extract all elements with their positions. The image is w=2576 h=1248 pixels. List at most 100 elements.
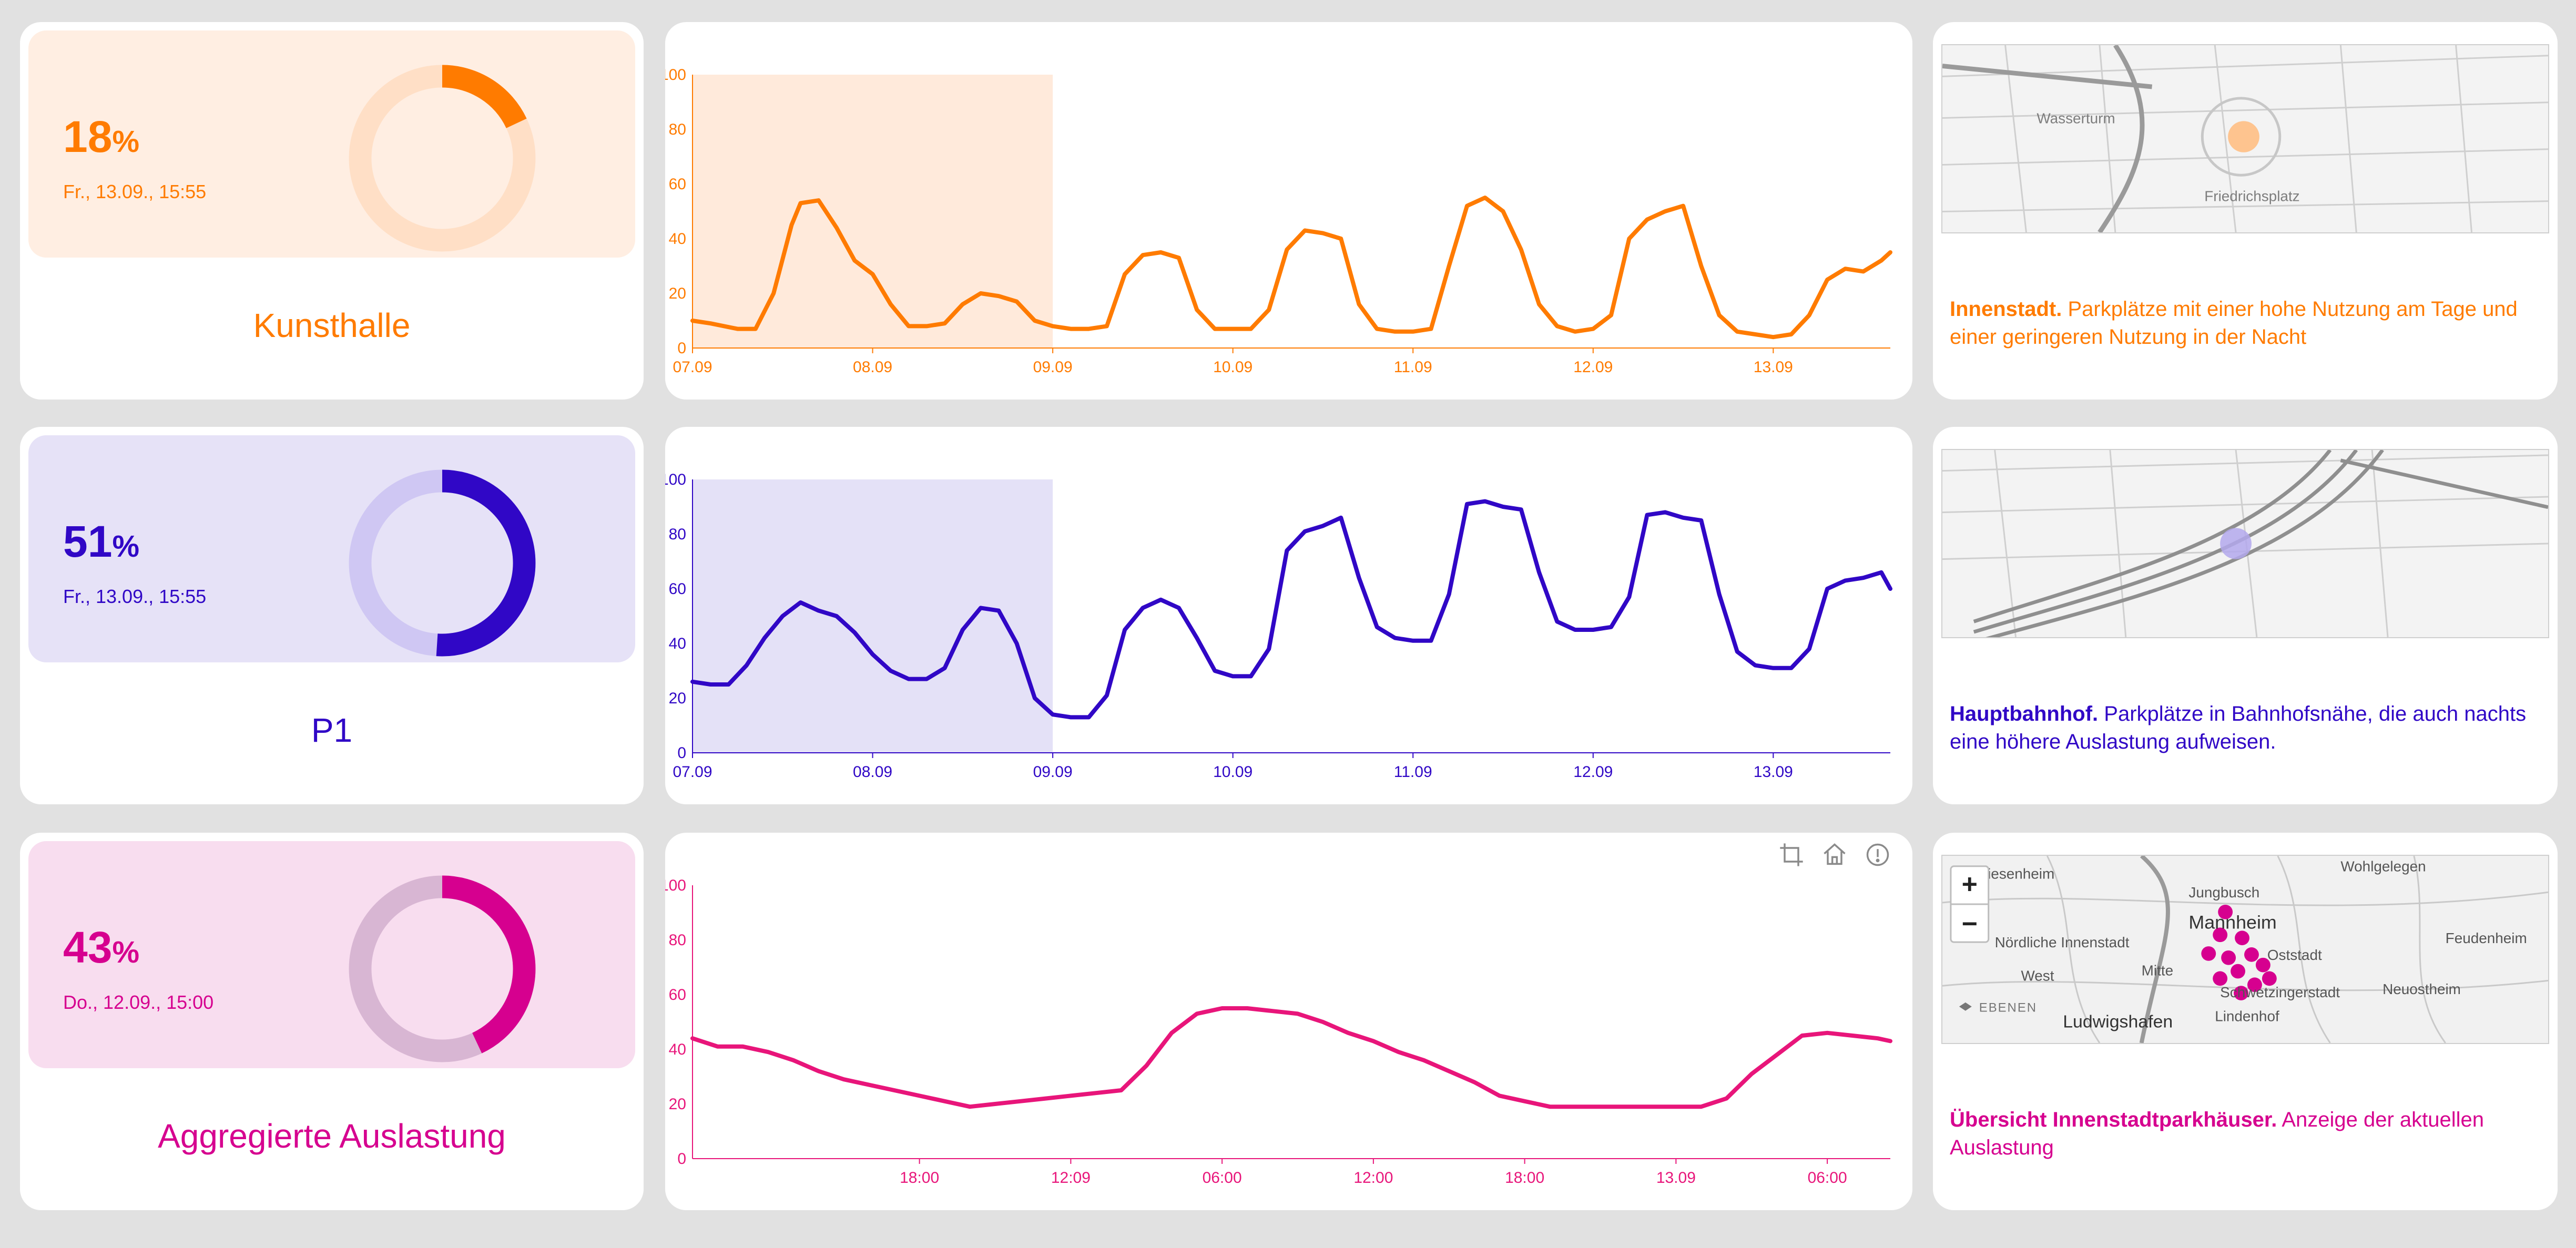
x-tick-label: 18:00 [900,1169,939,1186]
donut-value-arc [349,65,536,252]
y-tick-label: 0 [677,1150,686,1168]
chart-toolbar [1778,841,1891,868]
aggregated-chart-card[interactable]: 0 20 40 60 80 100 18:00 12:09 06:00 12:00 18:00 13.… [665,833,1912,1210]
map-label-west: West [2021,967,2054,984]
map-thumbnail[interactable]: Wasserturm Friedrichsplatz [1941,44,2549,233]
overview-map-canvas[interactable]: Friesenheim Jungbusch Wohlgelegen Mannhe… [1942,856,2548,1043]
x-tick-label: 08.09 [853,763,892,781]
x-tick-label: 18:00 [1505,1169,1544,1186]
series-line [690,499,1892,720]
series-line [690,196,1892,340]
map-description: Hauptbahnhof. Parkplätze in Bahnhofsnähe… [1950,700,2539,756]
crop-icon[interactable] [1778,841,1805,868]
map-label-mannheim: Mannheim [2188,912,2276,933]
map-label-neuostheim: Neuostheim [2382,981,2461,997]
x-tick-label: 12:00 [1353,1169,1393,1186]
timestamp: Fr., 13.09., 15:55 [63,181,207,202]
x-tick-label: 06:00 [1203,1169,1242,1186]
map-thumbnail[interactable] [1941,449,2549,638]
map-label-feudenheim: Feudenheim [2446,930,2527,946]
y-tick-label: 0 [677,340,686,357]
home-icon[interactable] [1821,841,1848,868]
x-tick-label: 08.09 [853,359,892,376]
donut-value-arc [349,469,536,657]
info-icon[interactable] [1864,841,1891,868]
map-label-mitte: Mitte [2142,963,2173,979]
highlight-band [693,479,1053,753]
y-tick-label: 80 [669,932,686,949]
x-tick-label: 07.09 [673,359,712,376]
x-tick-label: 13.09 [1656,1169,1696,1186]
aggregated-line-chart[interactable]: 0 20 40 60 80 100 18:00 12:09 06:00 12:00 18:00 13.… [665,833,1912,1210]
map-label-oststadt: Oststadt [2267,947,2322,963]
card-title: P1 [311,711,353,749]
layers-icon [1959,1002,1972,1011]
y-tick-label: 20 [669,1096,686,1113]
map-card-hauptbahnhof[interactable]: Hauptbahnhof. Parkplätze in Bahnhofsnähe… [1933,427,2558,804]
y-tick-label: 40 [669,635,686,652]
zoom-out-button[interactable]: − [1962,908,1978,939]
gauge-card-kunsthalle[interactable]: 18% Fr., 13.09., 15:55 Kunsthalle [20,22,644,400]
occupancy-chart-card[interactable]: 0 20 40 60 80 100 07.09 08.09 09.09 10.09 11.09 12.… [665,22,1912,400]
y-tick-label: 60 [669,176,686,193]
y-tick-label: 100 [665,66,686,84]
y-tick-label: 0 [677,744,686,762]
map-label-schwetzingerstadt: Schwetzingerstadt [2220,984,2340,1000]
map-description-text: Parkplätze mit einer hohe Nutzung am Tag… [1950,298,2518,349]
gauge-card-p1[interactable]: 51% Fr., 13.09., 15:55 P1 [20,427,644,804]
map-card-overview[interactable]: Friesenheim Jungbusch Wohlgelegen Mannhe… [1933,833,2558,1210]
x-tick-label: 12.09 [1573,359,1613,376]
occupancy-percent: 51% [63,517,140,566]
y-tick-label: 100 [665,877,686,894]
occupancy-donut [349,469,536,657]
occupancy-chart-card[interactable]: 0 20 40 60 80 100 07.09 08.09 09.09 10.09 11.09 12.… [665,427,1912,804]
map-description-text: Parkplätze in Bahnhofsnähe, die auch nac… [1950,702,2527,753]
gauge-panel: 18% Fr., 13.09., 15:55 [28,30,635,258]
card-title: Aggregierte Auslastung [158,1117,506,1155]
map-description-lead: Hauptbahnhof. [1950,702,2099,725]
x-tick-label: 11.09 [1394,763,1432,781]
map-description: Innenstadt. Parkplätze mit einer hohe Nu… [1950,295,2539,351]
occupancy-line-chart[interactable]: 0 20 40 60 80 100 07.09 08.09 09.09 10.09 11.09 12.… [665,427,1912,804]
x-tick-label: 06:00 [1808,1169,1847,1186]
x-tick-label: 09.09 [1033,763,1073,781]
layers-control[interactable]: EBENEN [1959,1001,2037,1015]
y-tick-label: 100 [665,471,686,488]
x-tick-label: 13.09 [1754,763,1793,781]
y-tick-label: 40 [669,230,686,248]
x-tick-label: 09.09 [1033,359,1073,376]
occupancy-line-chart[interactable]: 0 20 40 60 80 100 07.09 08.09 09.09 10.09 11.09 12.… [665,22,1912,400]
map-label-wohlgelegen: Wohlgelegen [2340,858,2426,875]
zoom-in-button[interactable]: + [1962,868,1978,899]
card-title: Kunsthalle [253,306,411,344]
gauge-panel: 43% Do., 12.09., 15:00 [28,841,635,1068]
occupancy-donut [349,875,536,1062]
x-tick-label: 07.09 [673,763,712,781]
donut-value-arc [349,875,536,1062]
x-tick-label: 10.09 [1213,359,1253,376]
map-label-wasserturm: Wasserturm [2037,110,2115,126]
y-tick-label: 20 [669,285,686,302]
map-description: Übersicht Innenstadtparkhäuser. Anzeige … [1950,1106,2539,1162]
timestamp: Fr., 13.09., 15:55 [63,586,207,607]
y-tick-label: 60 [669,986,686,1004]
map-label-ludwigshafen: Ludwigshafen [2063,1011,2173,1031]
x-tick-label: 11.09 [1394,359,1432,376]
overview-map[interactable]: Friesenheim Jungbusch Wohlgelegen Mannhe… [1941,855,2549,1044]
x-tick-label: 13.09 [1754,359,1793,376]
y-tick-label: 20 [669,690,686,707]
y-tick-label: 40 [669,1041,686,1058]
zoom-control: + − [1950,865,1990,943]
occupancy-percent: 43% [63,923,140,972]
occupancy-donut [349,65,536,252]
gauge-card-aggregated[interactable]: 43% Do., 12.09., 15:00 Aggregierte Ausla… [20,833,644,1210]
map-label-jungbusch: Jungbusch [2188,884,2259,901]
y-tick-label: 80 [669,121,686,138]
gauge-panel: 51% Fr., 13.09., 15:55 [28,435,635,662]
timestamp: Do., 12.09., 15:00 [63,991,214,1013]
occupancy-percent: 18% [63,112,140,161]
x-tick-label: 10.09 [1213,763,1253,781]
map-label-noerdliche-innenstadt: Nördliche Innenstadt [1995,934,2130,950]
series-line [690,1006,1892,1109]
map-card-innenstadt[interactable]: Wasserturm Friedrichsplatz Innenstadt. P… [1933,22,2558,400]
